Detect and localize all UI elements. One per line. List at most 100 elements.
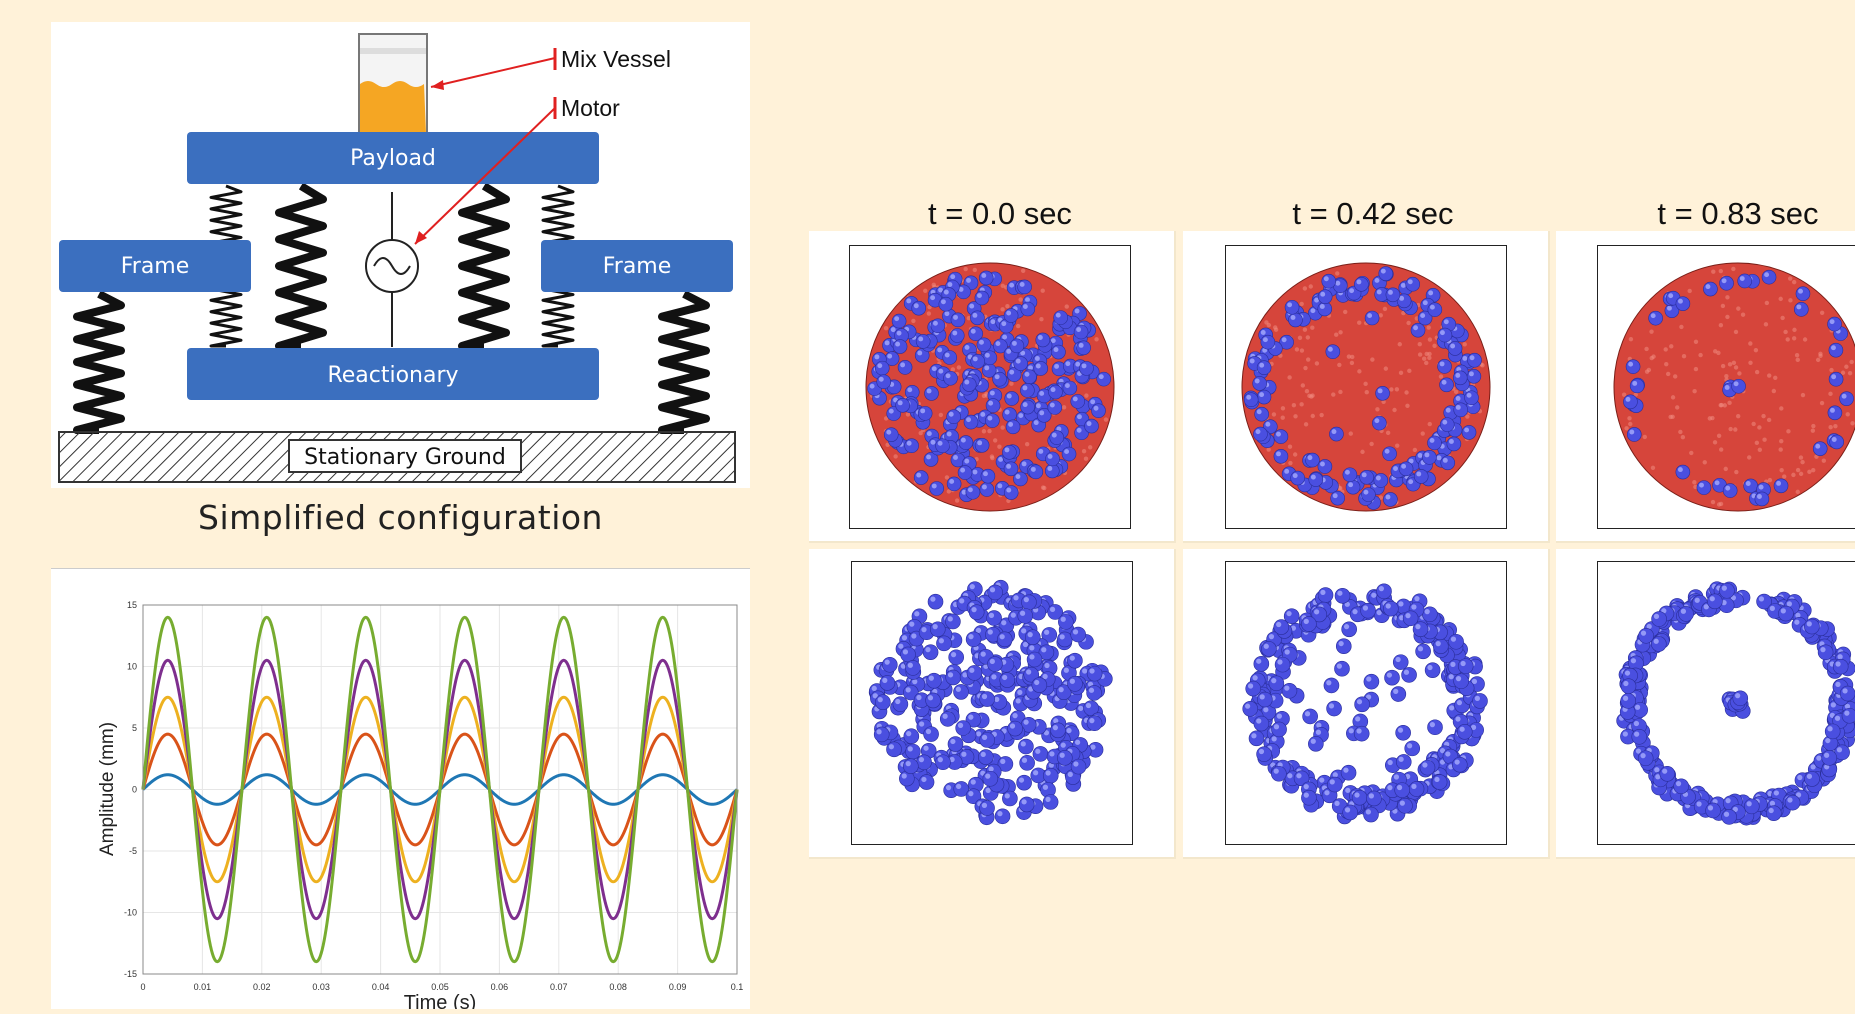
large-particle-highlight bbox=[1023, 597, 1029, 603]
large-particle-highlight bbox=[964, 344, 970, 350]
large-particle-highlight bbox=[1035, 363, 1041, 369]
large-particle bbox=[1002, 445, 1017, 460]
large-particle bbox=[1271, 721, 1287, 738]
large-particle-highlight bbox=[1429, 721, 1436, 728]
large-particle-highlight bbox=[999, 634, 1005, 640]
large-particle-highlight bbox=[1337, 590, 1343, 596]
fine-particle bbox=[1628, 336, 1634, 342]
large-particle bbox=[1031, 677, 1048, 693]
fine-particle bbox=[1779, 439, 1784, 444]
large-particle-highlight bbox=[949, 756, 955, 763]
large-particle-highlight bbox=[1037, 335, 1043, 340]
large-particle-highlight bbox=[906, 730, 912, 737]
fine-particle bbox=[1725, 295, 1730, 300]
large-particle-highlight bbox=[944, 311, 950, 317]
large-particle-highlight bbox=[979, 339, 984, 345]
large-particle bbox=[1384, 669, 1400, 686]
fine-particle bbox=[1397, 342, 1402, 347]
large-particle-highlight bbox=[1355, 716, 1361, 722]
large-particle-highlight bbox=[1053, 718, 1059, 724]
large-particle-highlight bbox=[1244, 703, 1251, 709]
large-particle-highlight bbox=[1439, 361, 1445, 367]
large-particle-highlight bbox=[1072, 396, 1078, 402]
fine-particle bbox=[963, 266, 968, 272]
large-particle-highlight bbox=[1059, 634, 1065, 640]
large-particle bbox=[1281, 682, 1298, 699]
fine-particle bbox=[1791, 336, 1797, 341]
large-particle bbox=[1340, 764, 1357, 781]
large-particle-highlight bbox=[1462, 355, 1468, 361]
fine-particle bbox=[1382, 306, 1388, 312]
large-particle-highlight bbox=[931, 483, 937, 489]
large-particle-highlight bbox=[1310, 738, 1316, 744]
large-particle-highlight bbox=[1077, 414, 1082, 420]
large-particle bbox=[1638, 627, 1654, 644]
large-particle-highlight bbox=[950, 738, 956, 745]
large-particle bbox=[1625, 359, 1641, 374]
large-particle-highlight bbox=[895, 341, 901, 347]
fine-particle bbox=[1357, 320, 1362, 325]
large-particle-highlight bbox=[964, 379, 970, 385]
fine-particle bbox=[1299, 348, 1305, 353]
large-particle bbox=[1827, 405, 1843, 421]
large-particle bbox=[1364, 310, 1380, 326]
large-particle-highlight bbox=[1067, 771, 1073, 778]
large-particle-highlight bbox=[1009, 282, 1015, 288]
large-particle bbox=[1451, 756, 1468, 773]
fine-particle bbox=[990, 455, 995, 461]
fine-particle bbox=[1364, 390, 1369, 395]
large-particle-highlight bbox=[1675, 781, 1682, 787]
large-particle bbox=[1447, 341, 1463, 356]
large-particle-highlight bbox=[1776, 480, 1782, 486]
large-particle bbox=[1437, 327, 1453, 343]
large-particle-highlight bbox=[1000, 758, 1006, 764]
large-particle bbox=[1242, 701, 1259, 717]
large-particle bbox=[1019, 755, 1035, 771]
fine-particle bbox=[1404, 390, 1409, 395]
large-particle-highlight bbox=[1044, 662, 1050, 669]
large-particle-highlight bbox=[968, 714, 974, 720]
large-particle-highlight bbox=[1345, 787, 1351, 793]
large-particle bbox=[1648, 310, 1663, 326]
fine-particle bbox=[1438, 374, 1444, 379]
large-particle-highlight bbox=[1831, 374, 1837, 380]
large-particle bbox=[926, 672, 942, 689]
fine-particle bbox=[1427, 421, 1432, 427]
large-particle bbox=[1453, 402, 1469, 418]
large-particle-highlight bbox=[970, 328, 976, 334]
large-particle bbox=[1305, 452, 1320, 468]
large-particle-highlight bbox=[1387, 759, 1393, 766]
large-particle-highlight bbox=[1640, 752, 1646, 759]
large-particle-highlight bbox=[1725, 798, 1731, 804]
large-particle-highlight bbox=[1314, 297, 1320, 303]
large-particle-highlight bbox=[1066, 727, 1072, 734]
fine-particle bbox=[1754, 369, 1760, 375]
large-particle-highlight bbox=[1795, 792, 1802, 798]
fine-particle bbox=[1779, 467, 1784, 473]
large-particle bbox=[915, 334, 931, 349]
fine-particle bbox=[1689, 450, 1694, 456]
frame-left-block: Frame bbox=[59, 240, 251, 292]
large-particle bbox=[1839, 391, 1854, 406]
large-particle bbox=[1317, 301, 1333, 317]
large-particle bbox=[1427, 719, 1443, 736]
large-particle-highlight bbox=[981, 273, 987, 278]
fine-particle bbox=[1271, 412, 1277, 417]
large-particle bbox=[1308, 472, 1324, 487]
y-tick-label: 15 bbox=[127, 600, 137, 610]
large-particle bbox=[985, 398, 1001, 413]
large-particle-highlight bbox=[923, 745, 929, 751]
fine-particle bbox=[1675, 405, 1680, 410]
large-particle-highlight bbox=[1406, 743, 1413, 749]
fine-particle bbox=[1103, 417, 1109, 422]
fine-particle bbox=[1264, 320, 1269, 325]
snapshot-large-t1-svg bbox=[1242, 583, 1488, 825]
fine-particle bbox=[992, 438, 998, 443]
large-particle bbox=[905, 743, 921, 760]
large-particle-highlight bbox=[947, 282, 953, 287]
large-particle-highlight bbox=[1336, 663, 1342, 669]
fine-particle bbox=[1335, 271, 1340, 276]
fine-particle bbox=[1407, 368, 1412, 374]
large-particle-highlight bbox=[966, 277, 971, 283]
large-particle-highlight bbox=[1844, 710, 1850, 716]
